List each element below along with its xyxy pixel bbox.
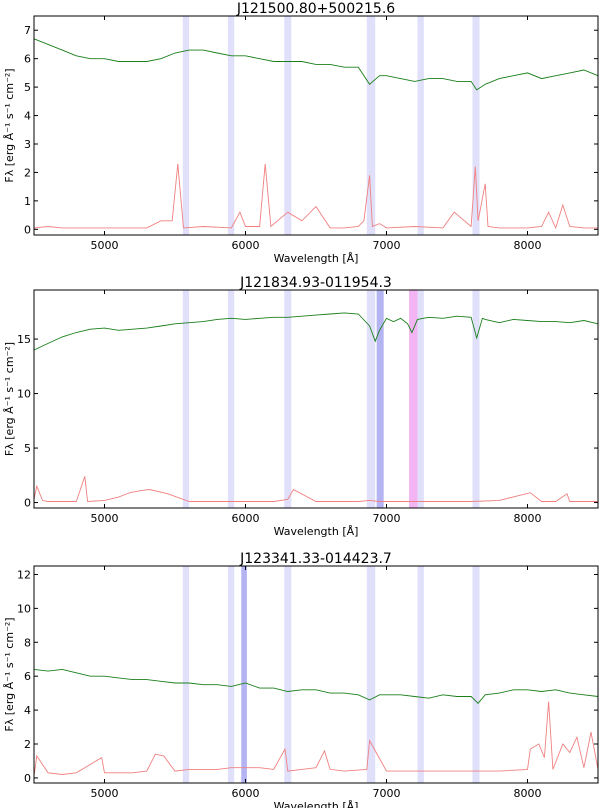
wavelength-band-2 [227,16,235,235]
y-tick-label: 5 [24,442,31,455]
wavelength-band-5 [376,290,384,508]
x-axis-label: Wavelength [Å] [274,525,359,538]
y-tick-label: 10 [17,602,31,615]
x-tick-label: 7000 [373,512,401,525]
x-tick-label: 6000 [232,787,260,800]
x-tick-label: 8000 [514,512,542,525]
wavelength-band-4 [366,16,376,235]
spectrum-line [33,38,599,91]
wavelength-band-1 [182,566,190,783]
wavelength-band-1 [182,16,190,235]
y-axis-label: Fλ [erg Å⁻¹ s⁻¹ cm⁻²] [3,342,16,456]
x-tick-label: 5000 [91,787,119,800]
wavelength-band-7 [472,566,480,783]
wavelength-band-2 [227,566,235,783]
x-tick-label: 6000 [232,512,260,525]
spectrum-panel-2: 5000 6000 7000 8000 0 5 10 15 J121834.93-011954.… [3,275,599,538]
x-axis-label: Wavelength [Å] [274,800,359,808]
wavelength-band-5 [366,566,376,783]
wavelength-band-4 [366,290,376,508]
x-tick-label: 7000 [373,239,401,252]
y-tick-label: 6 [24,53,31,66]
y-tick-label: 1 [24,195,31,208]
y-tick-label: 7 [24,24,31,37]
y-tick-label: 4 [24,110,31,123]
panel-title: J121834.93-011954.3 [239,275,392,291]
x-tick-label: 5000 [91,239,119,252]
y-tick-label: 2 [24,166,31,179]
plot-frame [33,565,599,784]
y-tick-label: 10 [17,388,31,401]
x-tick-label: 7000 [373,787,401,800]
y-tick-label: 2 [24,738,31,751]
wavelength-band-3 [241,566,247,783]
y-tick-label: 6 [24,670,31,683]
wavelength-band-2 [227,290,235,508]
y-tick-label: 4 [24,704,31,717]
y-tick-label: 5 [24,81,31,94]
plot-frame [33,15,599,236]
y-tick-label: 12 [17,568,31,581]
spectrum-line [33,668,599,704]
panel-title: J123341.33-014423.7 [239,551,392,567]
wavelength-band-6 [472,16,480,235]
plot-frame [33,289,599,509]
wavelength-band-1 [182,290,190,508]
spectrum-panel-3: 5000 6000 7000 8000 0 2 4 6 8 10 12 J123341.33-0144… [3,551,599,808]
x-axis-label: Wavelength [Å] [274,252,359,265]
x-tick-label: 8000 [514,239,542,252]
y-axis-label: Fλ [erg Å⁻¹ s⁻¹ cm⁻²] [3,617,16,731]
y-tick-label: 8 [24,636,31,649]
y-tick-label: 0 [24,772,31,785]
y-tick-label: 0 [24,223,31,236]
y-tick-label: 15 [17,333,31,346]
wavelength-band-3 [284,290,292,508]
y-axis-label: Fλ [erg Å⁻¹ s⁻¹ cm⁻²] [3,68,16,182]
wavelength-band-3 [284,16,292,235]
x-tick-label: 6000 [232,239,260,252]
wavelength-band-5 [417,16,424,235]
x-tick-label: 8000 [514,787,542,800]
residual-line [33,163,598,230]
panel-title: J121500.80+500215.6 [236,1,395,17]
wavelength-band-7 [417,290,424,508]
wavelength-band-6 [417,566,424,783]
residual-line [33,701,599,777]
y-tick-label: 3 [24,138,31,151]
residual-line [33,476,598,502]
x-tick-label: 5000 [91,512,119,525]
wavelength-band-6 [409,290,418,508]
spectrum-line [33,312,599,351]
wavelength-band-4 [284,566,292,783]
spectrum-panel-1: 5000 6000 7000 8000 0 1 2 3 4 5 6 7 J121500.80+50021… [3,1,599,265]
y-tick-label: 0 [24,497,31,510]
wavelength-band-8 [472,290,480,508]
